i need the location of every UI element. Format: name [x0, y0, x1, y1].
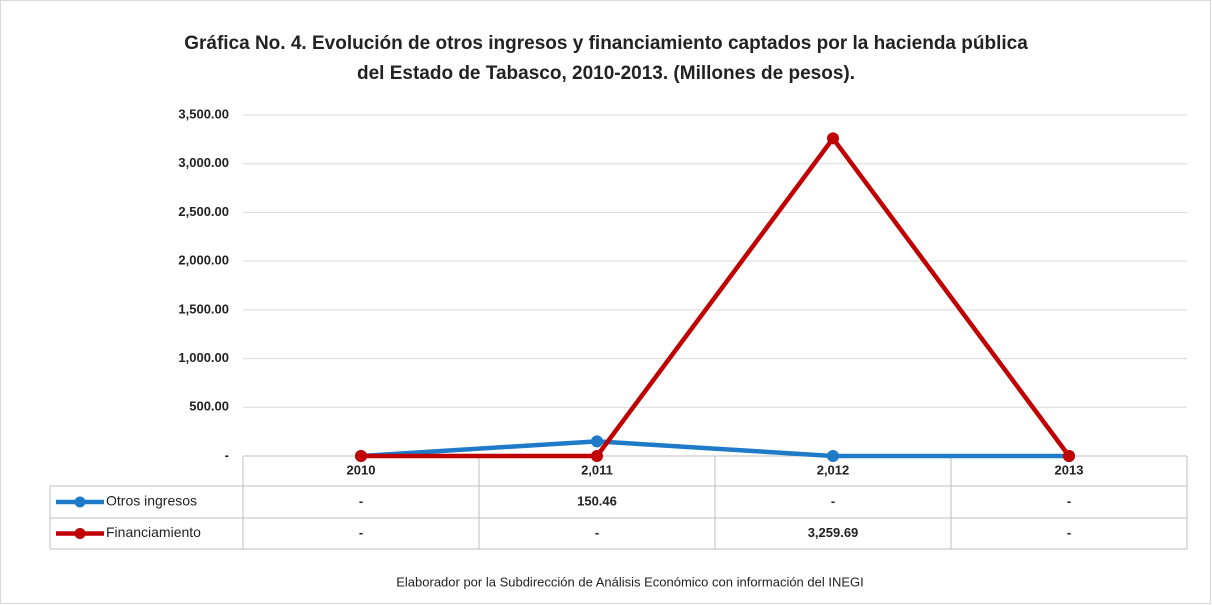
chart-title: del Estado de Tabasco, 2010-2013. (Millo…: [357, 63, 855, 84]
x-tick-label: 2013: [1055, 462, 1084, 477]
y-tick-label: 1,000.00: [178, 350, 229, 365]
point: [1063, 450, 1075, 462]
series-line: [360, 439, 1069, 459]
source-note: Elaborador por la Subdirección de Anális…: [396, 574, 864, 589]
y-tick-label: 1,500.00: [178, 301, 229, 316]
legend-label: Financiamiento: [106, 524, 201, 540]
legend-marker: [74, 528, 86, 539]
legend-label: Otros ingresos: [106, 493, 197, 509]
y-tick-label: 2,000.00: [178, 253, 229, 268]
y-tick-label: 3,000.00: [178, 155, 229, 170]
point: [827, 132, 839, 145]
x-tick-label: 2,012: [817, 462, 850, 477]
point: [355, 450, 367, 462]
point: [827, 450, 839, 462]
point: [591, 435, 603, 448]
legend-marker: [74, 496, 86, 508]
y-tick-label: 2,500.00: [178, 204, 229, 219]
series-line: [361, 136, 1071, 459]
data-label: -: [359, 493, 363, 508]
data-label: 150.46: [577, 493, 617, 508]
chart-title: Gráfica No. 4. Evolución de otros ingres…: [184, 33, 1028, 54]
x-tick-label: 2010: [347, 462, 376, 477]
data-label: 3,259.69: [808, 525, 859, 540]
data-label: -: [1067, 493, 1071, 508]
y-tick-label: 500.00: [189, 399, 229, 414]
data-label: -: [1067, 525, 1071, 540]
data-label: -: [595, 525, 599, 540]
y-tick-label: 3,500.00: [178, 106, 229, 121]
y-tick-label: -: [225, 447, 229, 462]
data-label: -: [359, 525, 363, 540]
x-tick-label: 2,011: [581, 462, 613, 477]
data-label: -: [831, 493, 835, 508]
point: [591, 450, 603, 462]
